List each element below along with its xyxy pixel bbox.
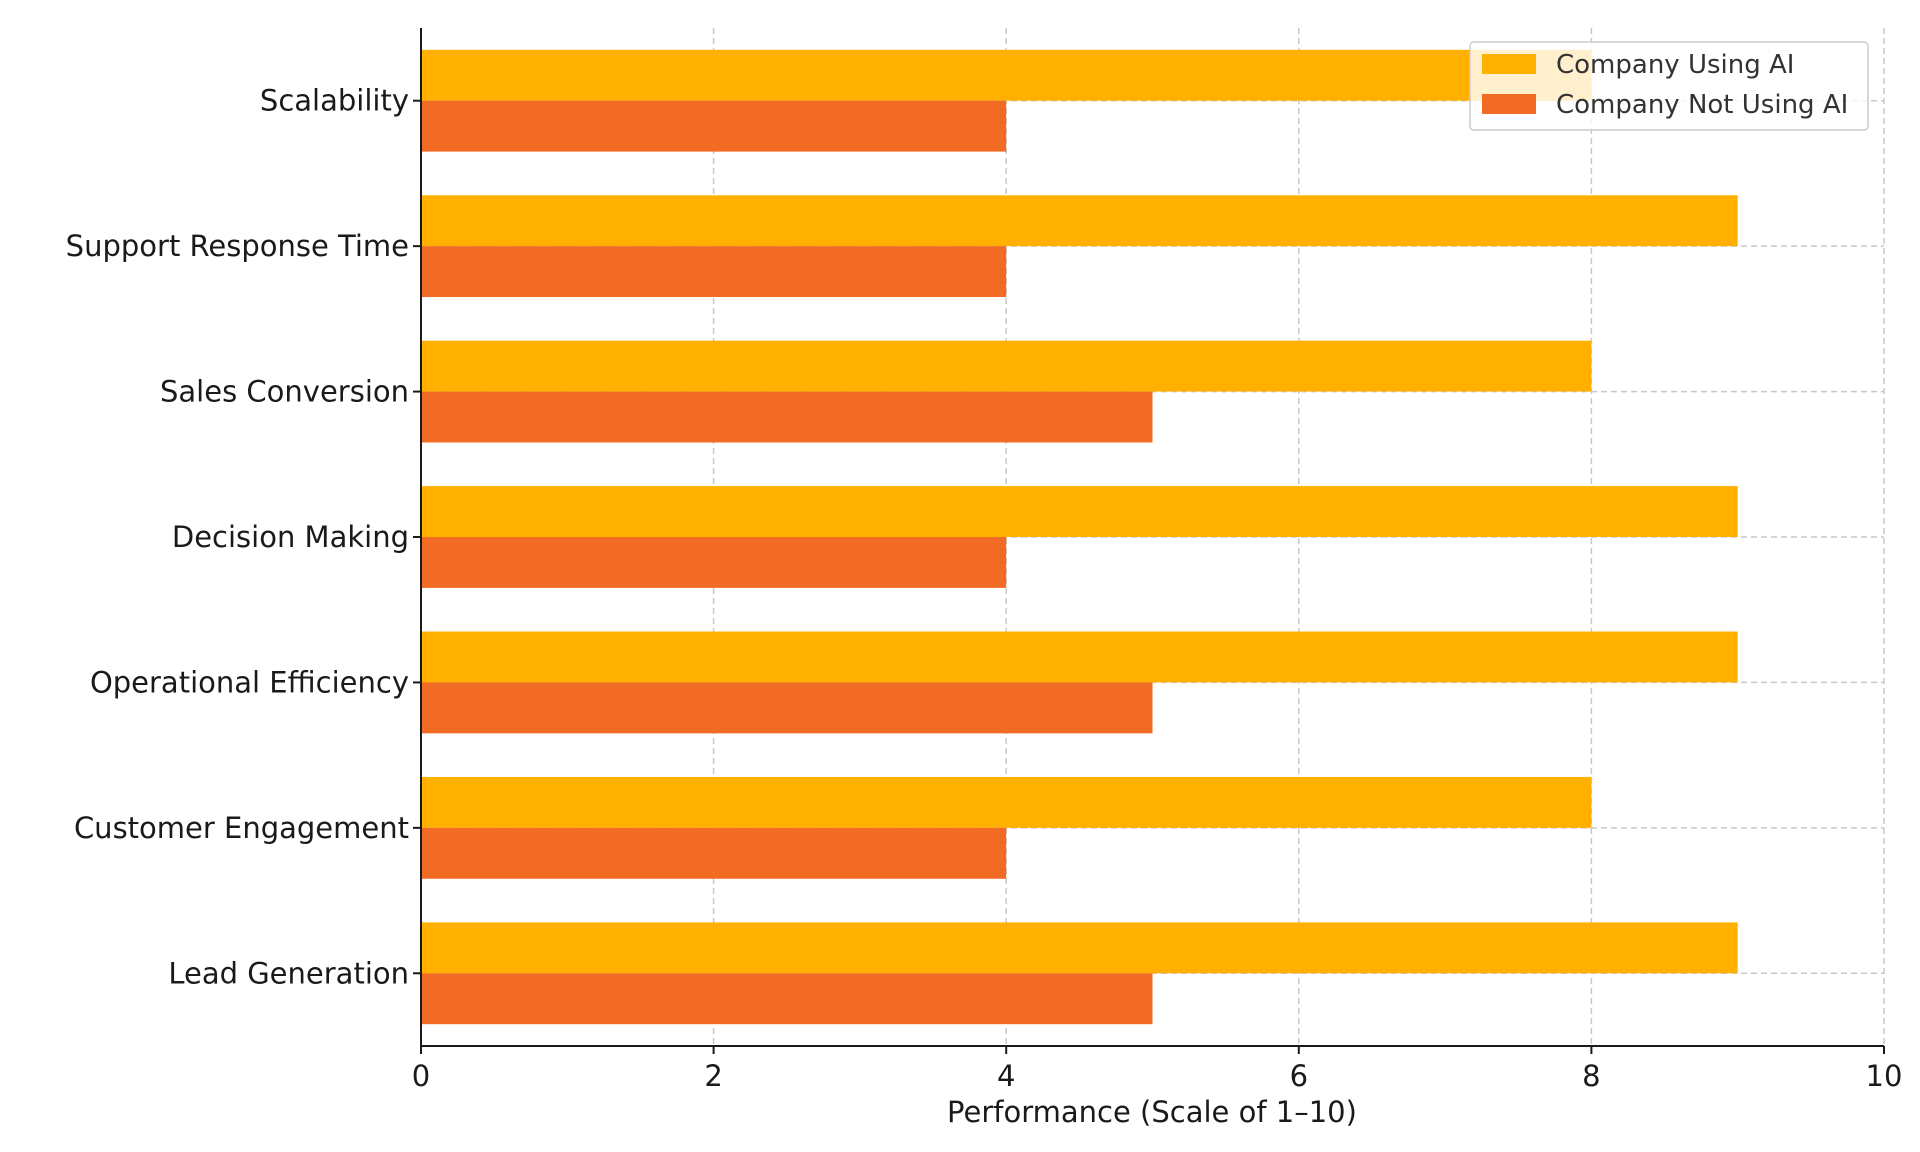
y-tick-label: Customer Engagement (74, 811, 409, 845)
bar-not-using-ai (421, 100, 1007, 152)
x-tick-label: 2 (704, 1059, 722, 1093)
x-tick-label: 10 (1866, 1059, 1903, 1093)
y-tick-label: Operational Efficiency (90, 665, 409, 699)
bar-not-using-ai (421, 537, 1007, 588)
bars (421, 49, 1738, 1025)
bar-using-ai (421, 631, 1738, 683)
y-tick-label: Decision Making (172, 520, 409, 554)
legend-swatch (1482, 94, 1536, 114)
bar-not-using-ai (421, 827, 1007, 879)
x-tick-label: 8 (1582, 1059, 1600, 1093)
bar-using-ai (421, 922, 1738, 974)
x-tick-label: 0 (412, 1059, 430, 1093)
bar-not-using-ai (421, 973, 1153, 1025)
x-axis-title: Performance (Scale of 1–10) (947, 1095, 1357, 1129)
legend-label: Company Using AI (1556, 50, 1794, 80)
y-tick-label: Support Response Time (66, 229, 409, 263)
bar-using-ai (421, 340, 1592, 392)
bar-not-using-ai (421, 682, 1153, 734)
bar-not-using-ai (421, 391, 1153, 443)
bar-using-ai (421, 49, 1592, 101)
bar-not-using-ai (421, 246, 1007, 298)
y-tick-label: Scalability (260, 84, 409, 118)
legend-box (1469, 41, 1869, 131)
legend: Company Using AI Company Not Using AI (1469, 41, 1869, 131)
legend-swatch (1482, 54, 1536, 74)
bar-using-ai (421, 486, 1738, 537)
y-ticks: Lead Generation Customer Engagement Operat… (66, 84, 421, 990)
y-tick-label: Lead Generation (168, 956, 409, 990)
y-tick-label: Sales Conversion (160, 375, 409, 409)
x-ticks: 0 2 4 6 8 10 (412, 1046, 1903, 1093)
bar-using-ai (421, 776, 1592, 828)
x-tick-label: 4 (997, 1059, 1015, 1093)
bar-using-ai (421, 195, 1738, 247)
legend-label: Company Not Using AI (1556, 90, 1848, 120)
x-tick-label: 6 (1290, 1059, 1308, 1093)
